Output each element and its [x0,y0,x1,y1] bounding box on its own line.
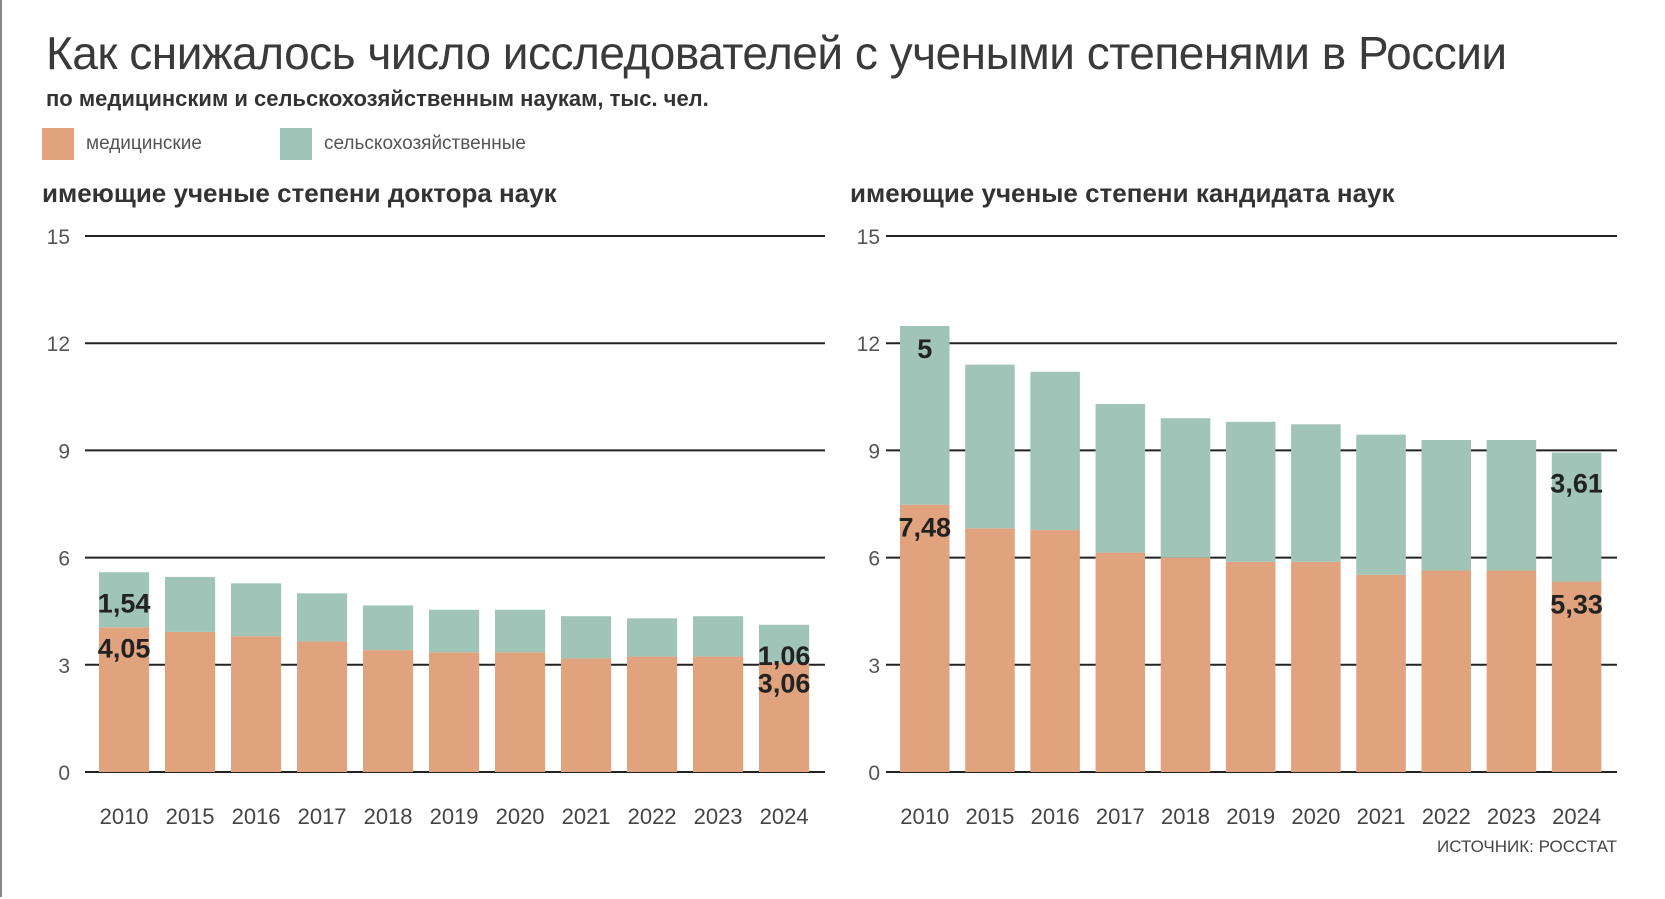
legend-label: медицинские [86,133,202,154]
chart-subtitle: по медицинским и сельскохозяйственным на… [46,86,709,111]
x-tick-label: 2023 [1487,804,1536,829]
chart-2-title: имеющие ученые степени кандидата наук [850,178,1395,208]
x-tick-label: 2017 [298,804,347,829]
bar-medical [693,656,744,772]
legend-swatch-agricultural [280,128,312,160]
bar-agricultural [1356,434,1406,575]
y-tick-label: 12 [47,333,70,356]
legend-swatch-medical [42,128,74,160]
legend-item-medical: медицинские [42,128,202,160]
data-label: 4,05 [98,633,151,663]
bar-medical [1160,557,1211,772]
y-tick-label: 6 [868,548,880,571]
bar-medical [99,627,150,772]
bar-medical [1486,570,1537,772]
x-tick-label: 2021 [1357,804,1406,829]
y-tick-label: 9 [58,440,70,463]
y-tick-label: 9 [868,440,880,463]
x-tick-label: 2018 [364,804,413,829]
bar-agricultural [561,616,612,659]
x-tick-label: 2018 [1161,804,1210,829]
bar-agricultural [1551,452,1602,582]
bar-medical [561,658,612,772]
bar-medical [363,650,414,772]
chart-title: Как снижалось число исследователей с уче… [46,27,1507,79]
x-tick-label: 2024 [1552,804,1601,829]
x-tick-label: 2015 [166,804,215,829]
x-tick-label: 2022 [628,804,677,829]
bar-agricultural [99,572,150,628]
data-label: 5 [917,334,932,364]
source-note: ИСТОЧНИК: РОССТАТ [1437,837,1617,856]
data-label: 1,06 [758,641,811,671]
y-tick-label: 3 [58,655,70,678]
bar-medical [1356,574,1406,772]
y-tick-label: 0 [868,762,880,785]
bar-medical [627,656,678,772]
bar-agricultural [165,576,216,632]
x-tick-label: 2015 [965,804,1014,829]
x-tick-label: 2020 [496,804,545,829]
x-tick-label: 2020 [1291,804,1340,829]
x-tick-label: 2023 [694,804,743,829]
bar-agricultural [363,605,414,651]
bar-medical [165,631,216,772]
x-tick-label: 2019 [1226,804,1275,829]
y-tick-label: 15 [857,226,880,249]
legend-label: сельскохозяйственные [324,133,526,154]
bar-agricultural [900,326,950,505]
bar-agricultural [297,593,348,642]
x-tick-label: 2016 [232,804,281,829]
bar-agricultural [1095,403,1146,553]
legend-item-agricultural: сельскохозяйственные [280,128,526,160]
x-tick-label: 2016 [1031,804,1080,829]
x-tick-label: 2024 [760,804,809,829]
x-tick-label: 2017 [1096,804,1145,829]
data-label: 3,61 [1550,469,1603,499]
y-tick-label: 0 [58,762,70,785]
bar-medical [965,528,1015,772]
y-tick-label: 3 [868,655,880,678]
bar-medical [231,636,282,772]
bar-medical [297,641,348,772]
x-tick-label: 2021 [562,804,611,829]
bar-agricultural [759,624,810,663]
bar-medical [495,652,546,772]
x-tick-label: 2010 [900,804,949,829]
chart-1-title: имеющие ученые степени доктора наук [42,178,557,208]
bar-medical [429,652,480,772]
bar-agricultural [627,618,678,657]
y-tick-label: 12 [857,333,880,356]
data-label: 5,33 [1550,590,1603,620]
bar-medical [1030,530,1080,772]
bar-agricultural [1225,421,1276,562]
bar-medical [1551,581,1602,772]
data-label: 7,48 [898,513,951,543]
y-tick-label: 6 [58,548,70,571]
x-tick-label: 2022 [1422,804,1471,829]
bar-agricultural [965,364,1015,529]
bar-agricultural [1421,440,1471,571]
bar-medical [1421,570,1471,772]
x-tick-label: 2019 [430,804,479,829]
bar-agricultural [1160,418,1211,558]
bar-agricultural [1486,440,1537,571]
bar-agricultural [231,583,282,637]
x-tick-label: 2010 [100,804,149,829]
bar-agricultural [693,616,744,657]
bar-agricultural [1030,371,1080,531]
bar-medical [1225,561,1276,772]
data-label: 3,06 [758,669,811,699]
y-tick-label: 15 [47,226,70,249]
data-label: 1,54 [98,588,151,618]
bar-agricultural [429,609,480,653]
bar-medical [1291,561,1341,772]
bar-medical [900,504,950,772]
bar-medical [759,662,810,772]
bar-agricultural [1291,424,1341,562]
bar-medical [1095,552,1146,772]
bar-agricultural [495,609,546,653]
